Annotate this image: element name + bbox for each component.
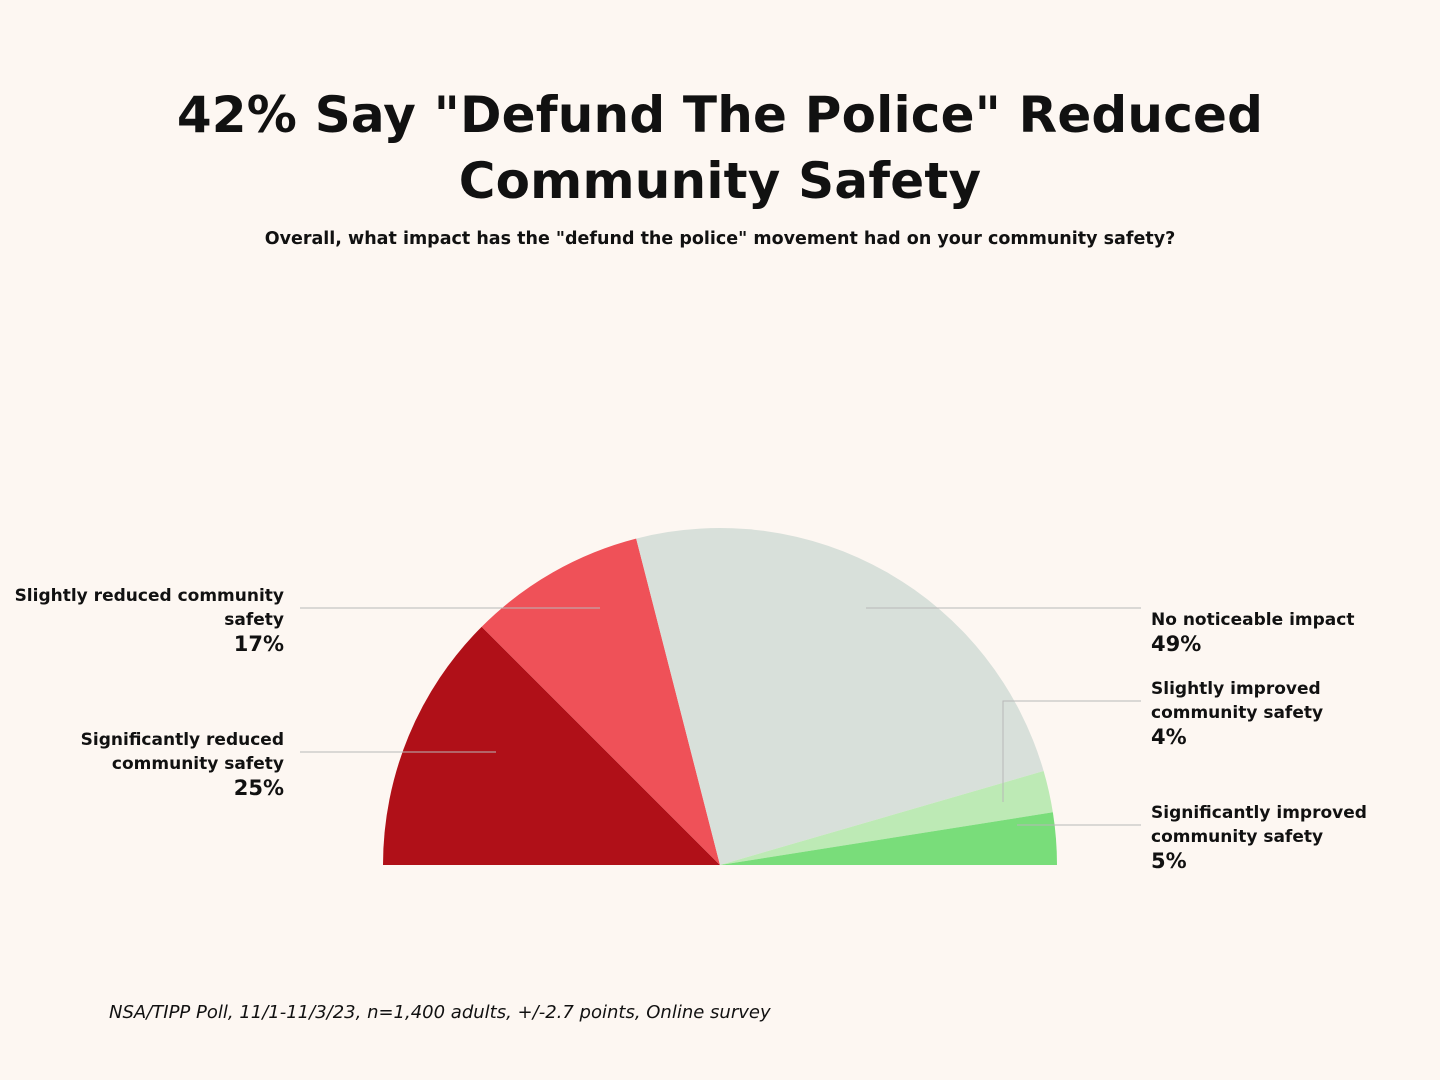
label-slightly-reduced: Slightly reduced community safety 17%	[0, 584, 284, 656]
chart-title: 42% Say "Defund The Police" Reduced Comm…	[176, 86, 1264, 210]
leader-line-3	[1002, 700, 1141, 802]
label-slightly-improved-name: Slightly improved community safety	[1151, 679, 1324, 723]
label-significantly-reduced: Significantly reduced community safety 2…	[0, 728, 284, 800]
label-slightly-improved-value: 4%	[1151, 725, 1187, 749]
label-significantly-reduced-value: 25%	[233, 776, 284, 800]
label-significantly-improved-name: Significantly improved community safety	[1151, 803, 1367, 847]
chart-subtitle: Overall, what impact has the "defund the…	[264, 229, 1176, 249]
pie-slice-3	[720, 770, 1053, 865]
label-significantly-improved-value: 5%	[1151, 849, 1187, 873]
pie-slice-2	[636, 528, 1044, 865]
label-slightly-reduced-value: 17%	[233, 632, 284, 656]
pie-slice-1	[481, 538, 720, 865]
pie-slice-4	[720, 812, 1057, 865]
label-slightly-improved: Slightly improved community safety 4%	[1151, 677, 1361, 749]
label-slightly-reduced-name: Slightly reduced community safety	[14, 586, 284, 630]
source-note: NSA/TIPP Poll, 11/1-11/3/23, n=1,400 adu…	[109, 1002, 771, 1023]
label-significantly-improved: Significantly improved community safety …	[1151, 801, 1381, 873]
pie-slice-0	[383, 626, 720, 865]
label-significantly-reduced-name: Significantly reduced community safety	[80, 730, 284, 774]
label-no-impact-name: No noticeable impact	[1151, 610, 1355, 630]
label-no-impact: No noticeable impact 49%	[1151, 608, 1361, 656]
label-no-impact-value: 49%	[1151, 632, 1202, 656]
